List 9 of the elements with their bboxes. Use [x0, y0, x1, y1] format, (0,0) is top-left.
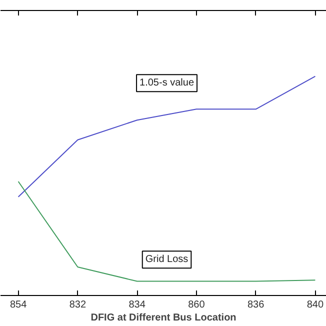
x-tick-label: 854: [10, 300, 28, 310]
x-tick-label: 840: [306, 300, 324, 310]
series-label: Grid Loss: [145, 254, 188, 266]
text: 1.05-s value: [140, 78, 194, 89]
x-axis-title: DFIG at Different Bus Location: [90, 312, 236, 324]
x-tick-label: 836: [247, 300, 265, 310]
x-tick-label: 860: [188, 300, 206, 310]
x-tick-label: 834: [128, 300, 146, 310]
x-tick-label: 832: [69, 300, 86, 310]
